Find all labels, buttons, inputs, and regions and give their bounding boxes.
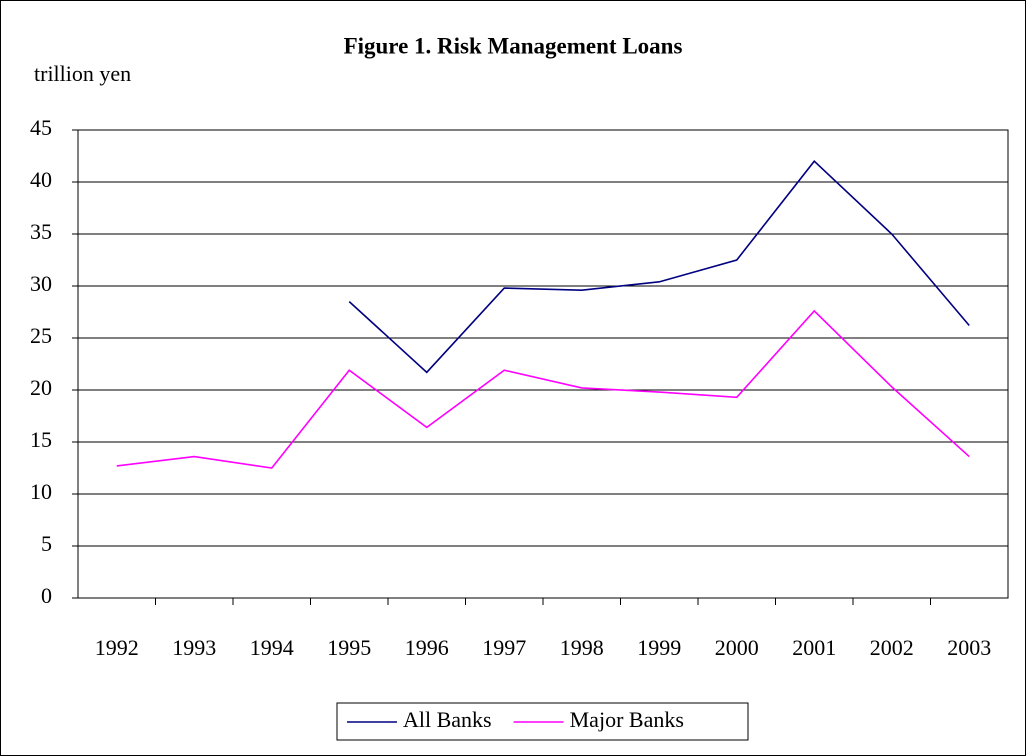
x-tick-label: 1997 — [482, 635, 526, 660]
x-tick-label: 1995 — [327, 635, 371, 660]
x-tick-label: 2001 — [792, 635, 836, 660]
legend-label: Major Banks — [570, 707, 684, 732]
x-tick-label: 1992 — [95, 635, 139, 660]
legend-label: All Banks — [403, 707, 492, 732]
y-tick-label: 25 — [30, 323, 52, 348]
x-tick-label: 2000 — [715, 635, 759, 660]
chart-title: Figure 1. Risk Management Loans — [344, 33, 683, 58]
x-tick-label: 2002 — [870, 635, 914, 660]
y-tick-label: 20 — [30, 375, 52, 400]
x-tick-label: 1996 — [405, 635, 449, 660]
y-tick-label: 45 — [30, 115, 52, 140]
y-tick-label: 10 — [30, 479, 52, 504]
x-tick-label: 1998 — [560, 635, 604, 660]
x-tick-label: 1999 — [637, 635, 681, 660]
y-tick-label: 35 — [30, 219, 52, 244]
y-tick-label: 0 — [41, 583, 52, 608]
x-tick-label: 1993 — [172, 635, 216, 660]
x-tick-label: 2003 — [947, 635, 991, 660]
y-tick-label: 5 — [41, 531, 52, 556]
y-axis-label: trillion yen — [34, 61, 131, 86]
y-tick-label: 15 — [30, 427, 52, 452]
y-tick-label: 40 — [30, 167, 52, 192]
series-line — [348, 160, 970, 374]
series-line — [116, 309, 970, 469]
x-tick-label: 1994 — [250, 635, 294, 660]
y-tick-label: 30 — [30, 271, 52, 296]
